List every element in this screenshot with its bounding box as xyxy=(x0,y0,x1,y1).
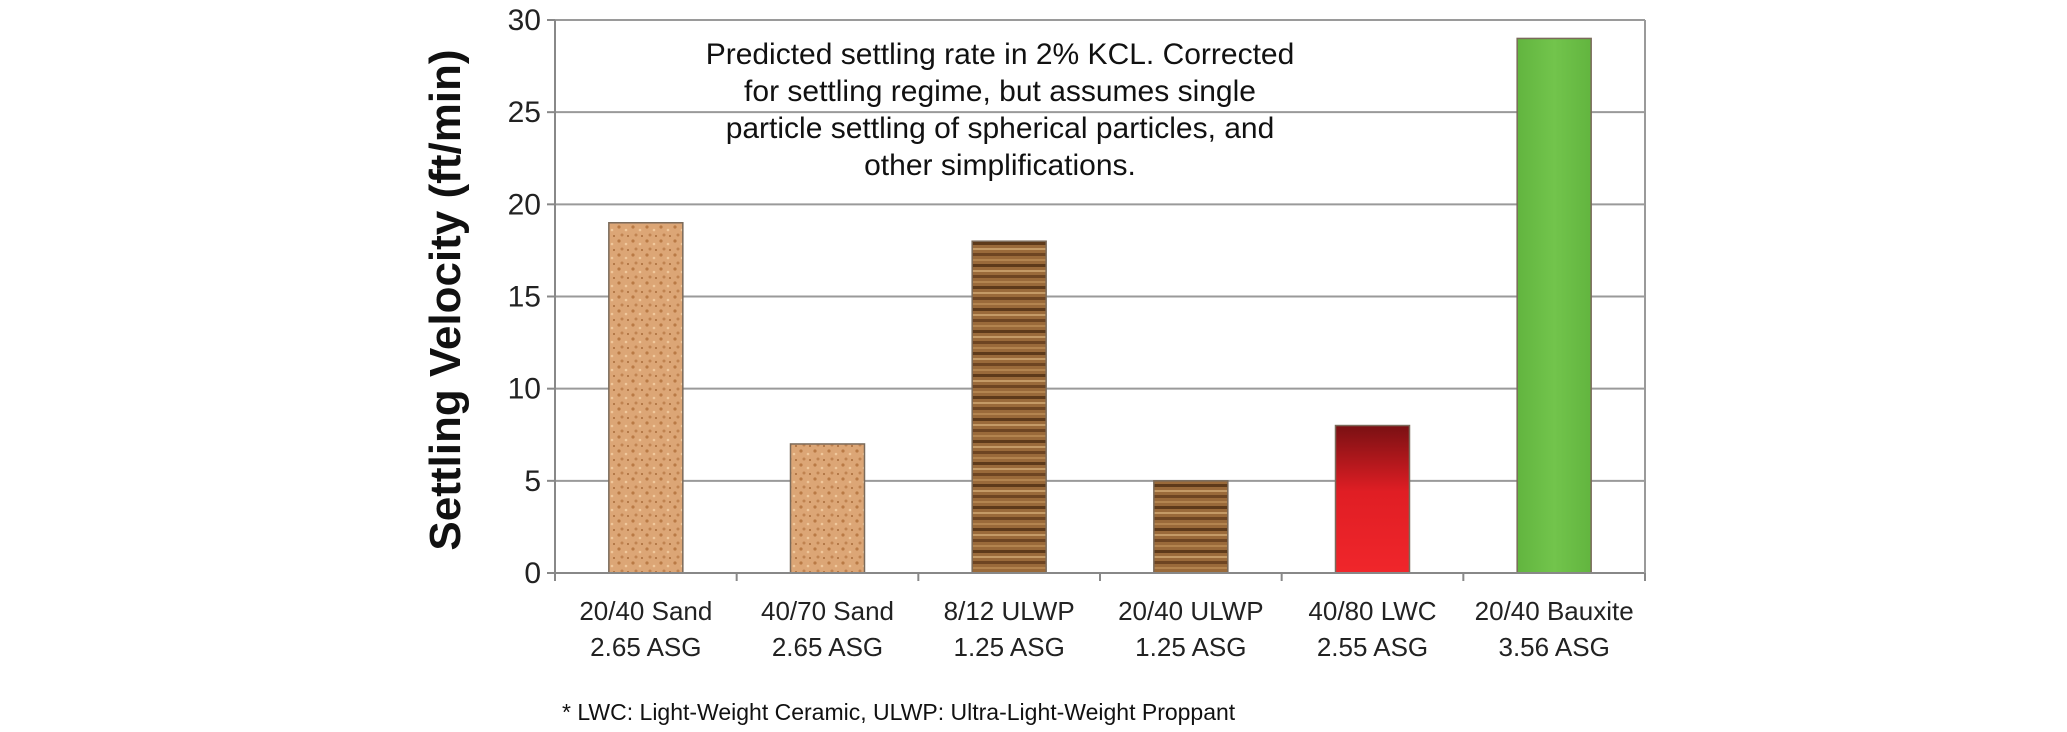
annotation-line: other simplifications. xyxy=(864,149,1136,182)
y-axis-label: Settling Velocity (ft/min) xyxy=(421,49,470,550)
bar xyxy=(971,240,1047,574)
y-tick-label: 30 xyxy=(508,4,541,37)
x-category-label: 20/40 ULWP xyxy=(1118,596,1263,626)
y-tick-label: 20 xyxy=(508,188,541,221)
annotation-line: Predicted settling rate in 2% KCL. Corre… xyxy=(706,38,1295,71)
annotation-box: Predicted settling rate in 2% KCL. Corre… xyxy=(706,38,1295,182)
x-category-label: 8/12 ULWP xyxy=(944,596,1075,626)
annotation-line: for settling regime, but assumes single xyxy=(744,75,1256,108)
x-category-sublabel: 1.25 ASG xyxy=(1135,632,1246,662)
footnote: * LWC: Light-Weight Ceramic, ULWP: Ultra… xyxy=(562,699,1236,725)
x-category-sublabel: 3.56 ASG xyxy=(1499,632,1610,662)
x-category-label: 20/40 Sand xyxy=(579,596,712,626)
gridlines xyxy=(555,19,1645,482)
y-tick-label: 0 xyxy=(524,557,541,590)
bar xyxy=(789,443,866,574)
x-category-label: 40/70 Sand xyxy=(761,596,894,626)
x-category-label: 40/80 LWC xyxy=(1308,596,1436,626)
y-tick-label: 25 xyxy=(508,96,541,129)
bar xyxy=(608,222,684,574)
bar xyxy=(1153,480,1229,574)
y-tick-label: 5 xyxy=(524,465,541,498)
x-categories: 20/40 Sand 2.65 ASG 40/70 Sand 2.65 ASG 8/12… xyxy=(554,573,1646,662)
annotation-line: particle settling of spherical particles… xyxy=(726,112,1275,145)
y-ticks: 0 5 10 15 20 25 30 xyxy=(508,4,555,590)
x-category-sublabel: 2.65 ASG xyxy=(590,632,701,662)
y-tick-label: 15 xyxy=(508,281,541,314)
x-category-sublabel: 2.65 ASG xyxy=(772,632,883,662)
x-category-label: 20/40 Bauxite xyxy=(1475,596,1634,626)
x-category-sublabel: 1.25 ASG xyxy=(954,632,1065,662)
bar xyxy=(1516,37,1592,574)
bars xyxy=(608,37,1592,574)
y-tick-label: 10 xyxy=(508,373,541,406)
x-category-sublabel: 2.55 ASG xyxy=(1317,632,1428,662)
bar xyxy=(1334,424,1411,574)
